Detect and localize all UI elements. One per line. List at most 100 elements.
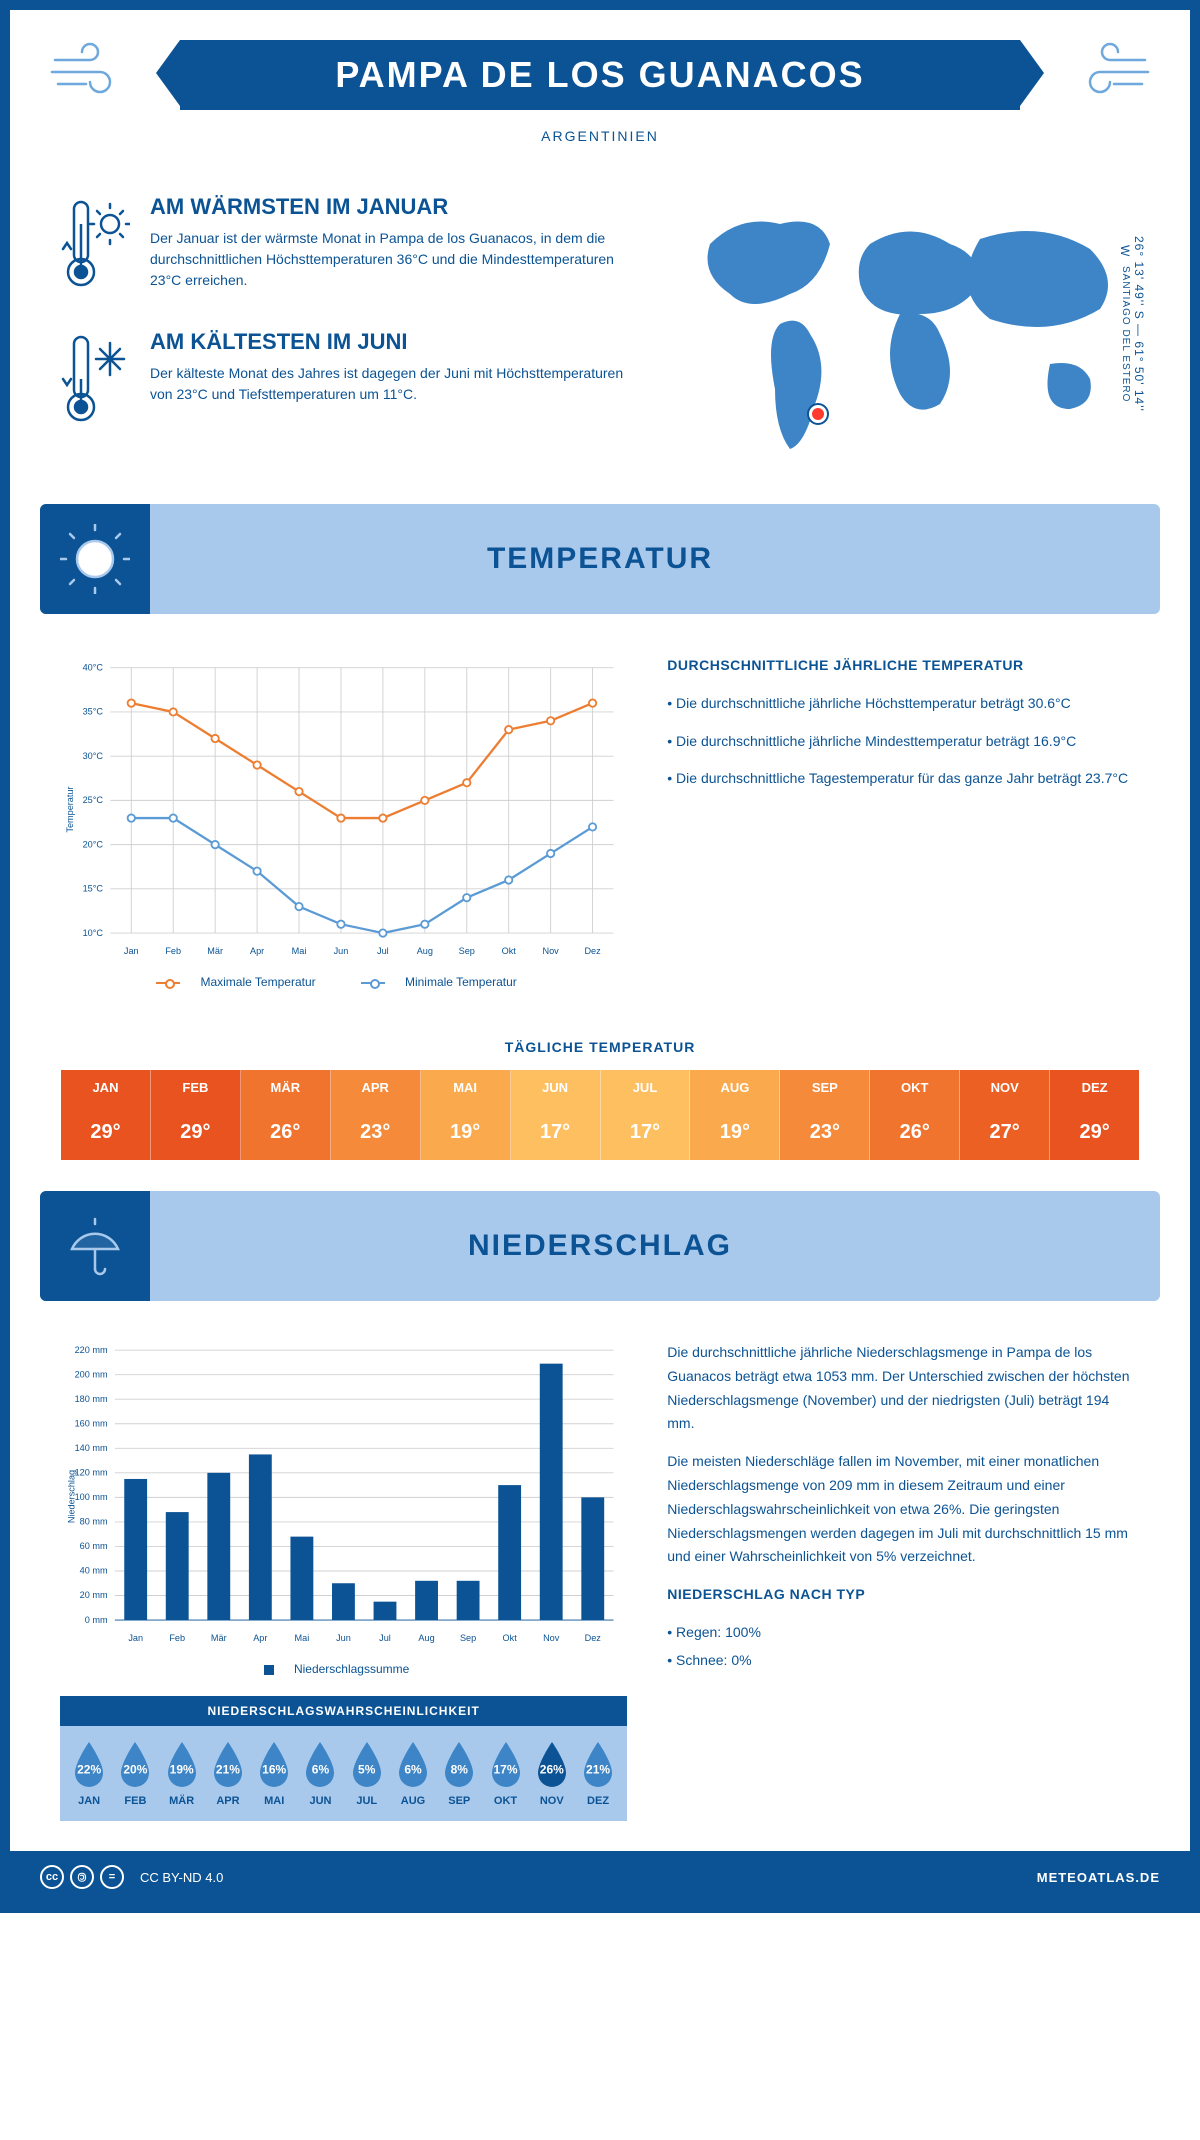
svg-text:Okt: Okt xyxy=(502,946,517,956)
temperature-title: TEMPERATUR xyxy=(487,542,713,576)
svg-text:Niederschlag: Niederschlag xyxy=(67,1470,77,1523)
sun-icon xyxy=(40,504,150,614)
svg-text:Jan: Jan xyxy=(128,1633,143,1643)
precipitation-row: 0 mm 20 mm 40 mm 60 mm 80 mm 100 mm 120 mm 140 … xyxy=(10,1311,1190,1851)
svg-text:0 mm: 0 mm xyxy=(85,1615,108,1625)
svg-text:60 mm: 60 mm xyxy=(80,1541,108,1551)
daily-temp-table: JAN29°FEB29°MÄR26°APR23°MAI19°JUN17°JUL1… xyxy=(60,1069,1140,1161)
svg-text:Dez: Dez xyxy=(584,946,601,956)
temp-cell: NOV27° xyxy=(960,1070,1050,1160)
header: PAMPA DE LOS GUANACOS ARGENTINIEN xyxy=(10,10,1190,154)
svg-text:Aug: Aug xyxy=(417,946,433,956)
probability-drop: 19%MÄR xyxy=(159,1740,205,1807)
precipitation-summary: Die durchschnittliche jährliche Niedersc… xyxy=(667,1341,1140,1821)
temp-cell: JUN17° xyxy=(511,1070,601,1160)
svg-text:Feb: Feb xyxy=(169,1633,185,1643)
probability-drop: 6%JUN xyxy=(297,1740,343,1807)
svg-text:Jun: Jun xyxy=(334,946,349,956)
temp-cell: MÄR26° xyxy=(241,1070,331,1160)
svg-text:20°C: 20°C xyxy=(83,839,104,849)
temp-cell: JAN29° xyxy=(61,1070,151,1160)
world-map: 26° 13' 49'' S — 61° 50' 14'' W SANTIAGO… xyxy=(660,194,1140,464)
svg-text:25°C: 25°C xyxy=(83,795,104,805)
svg-text:100 mm: 100 mm xyxy=(75,1492,108,1502)
svg-text:20 mm: 20 mm xyxy=(80,1590,108,1600)
location-marker xyxy=(809,405,827,423)
probability-drop: 20%FEB xyxy=(112,1740,158,1807)
temperature-chart: 10°C15°C20°C25°C30°C35°C40°CJanFebMärApr… xyxy=(60,654,627,989)
svg-text:Apr: Apr xyxy=(253,1633,267,1643)
svg-text:30°C: 30°C xyxy=(83,751,104,761)
warmest-text: Der Januar ist der wärmste Monat in Pamp… xyxy=(150,228,630,291)
svg-text:120 mm: 120 mm xyxy=(75,1468,108,1478)
svg-text:80 mm: 80 mm xyxy=(80,1517,108,1527)
coordinates-label: 26° 13' 49'' S — 61° 50' 14'' W SANTIAGO… xyxy=(1118,194,1146,454)
probability-drop: 16%MAI xyxy=(251,1740,297,1807)
svg-text:Temperatur: Temperatur xyxy=(65,786,75,832)
svg-text:40 mm: 40 mm xyxy=(80,1566,108,1576)
svg-text:Feb: Feb xyxy=(165,946,181,956)
svg-text:140 mm: 140 mm xyxy=(75,1443,108,1453)
precipitation-banner: NIEDERSCHLAG xyxy=(40,1191,1160,1301)
wind-icon xyxy=(1060,40,1150,105)
precipitation-chart: 0 mm 20 mm 40 mm 60 mm 80 mm 100 mm 120 mm 140 … xyxy=(60,1341,627,1821)
svg-text:Nov: Nov xyxy=(543,1633,560,1643)
probability-drop: 8%SEP xyxy=(436,1740,482,1807)
coldest-heading: AM KÄLTESTEN IM JUNI xyxy=(150,329,630,355)
probability-drop: 22%JAN xyxy=(66,1740,112,1807)
svg-text:10°C: 10°C xyxy=(83,928,104,938)
warmest-block: AM WÄRMSTEN IM JANUAR Der Januar ist der… xyxy=(60,194,630,299)
daily-temp-title: TÄGLICHE TEMPERATUR xyxy=(10,1039,1190,1055)
svg-text:Dez: Dez xyxy=(585,1633,602,1643)
svg-text:15°C: 15°C xyxy=(83,884,104,894)
temp-cell: OKT26° xyxy=(870,1070,960,1160)
temp-cell: AUG19° xyxy=(690,1070,780,1160)
svg-text:Aug: Aug xyxy=(418,1633,434,1643)
country-label: ARGENTINIEN xyxy=(30,128,1170,144)
probability-drop: 21%DEZ xyxy=(575,1740,621,1807)
svg-text:Apr: Apr xyxy=(250,946,264,956)
license-icons: cc 🄯 = CC BY-ND 4.0 xyxy=(40,1865,223,1889)
temp-cell: DEZ29° xyxy=(1050,1070,1139,1160)
probability-drop: 5%JUL xyxy=(344,1740,390,1807)
chart-legend: Niederschlagssumme xyxy=(60,1662,627,1676)
svg-text:Sep: Sep xyxy=(459,946,475,956)
svg-text:Okt: Okt xyxy=(503,1633,518,1643)
site-label: METEOATLAS.DE xyxy=(1037,1870,1160,1885)
precipitation-title: NIEDERSCHLAG xyxy=(468,1229,732,1263)
svg-text:35°C: 35°C xyxy=(83,707,104,717)
svg-text:Mai: Mai xyxy=(292,946,307,956)
probability-panel: NIEDERSCHLAGSWAHRSCHEINLICHKEIT 22%JAN20… xyxy=(60,1696,627,1821)
svg-text:180 mm: 180 mm xyxy=(75,1394,108,1404)
wind-icon xyxy=(50,40,140,105)
svg-text:Nov: Nov xyxy=(543,946,560,956)
svg-text:220 mm: 220 mm xyxy=(75,1345,108,1355)
thermometer-sun-icon xyxy=(60,194,130,299)
intro-section: AM WÄRMSTEN IM JANUAR Der Januar ist der… xyxy=(10,154,1190,484)
probability-drop: 6%AUG xyxy=(390,1740,436,1807)
probability-drop: 26%NOV xyxy=(529,1740,575,1807)
page-title: PAMPA DE LOS GUANACOS xyxy=(180,40,1020,110)
temp-cell: MAI19° xyxy=(421,1070,511,1160)
svg-text:Mai: Mai xyxy=(295,1633,310,1643)
svg-text:Mär: Mär xyxy=(211,1633,227,1643)
temp-cell: FEB29° xyxy=(151,1070,241,1160)
footer: cc 🄯 = CC BY-ND 4.0 METEOATLAS.DE xyxy=(10,1851,1190,1903)
svg-text:Jul: Jul xyxy=(377,946,389,956)
temperature-banner: TEMPERATUR xyxy=(40,504,1160,614)
thermometer-snow-icon xyxy=(60,329,130,434)
temp-cell: SEP23° xyxy=(780,1070,870,1160)
svg-text:Jul: Jul xyxy=(379,1633,391,1643)
temperature-summary: DURCHSCHNITTLICHE JÄHRLICHE TEMPERATUR •… xyxy=(667,654,1140,989)
svg-text:160 mm: 160 mm xyxy=(75,1419,108,1429)
temperature-row: 10°C15°C20°C25°C30°C35°C40°CJanFebMärApr… xyxy=(10,624,1190,1019)
coldest-block: AM KÄLTESTEN IM JUNI Der kälteste Monat … xyxy=(60,329,630,434)
umbrella-icon xyxy=(40,1191,150,1301)
svg-text:Jun: Jun xyxy=(336,1633,351,1643)
warmest-heading: AM WÄRMSTEN IM JANUAR xyxy=(150,194,630,220)
temp-cell: APR23° xyxy=(331,1070,421,1160)
svg-text:Jan: Jan xyxy=(124,946,139,956)
svg-text:200 mm: 200 mm xyxy=(75,1370,108,1380)
temp-cell: JUL17° xyxy=(601,1070,691,1160)
probability-drop: 17%OKT xyxy=(482,1740,528,1807)
